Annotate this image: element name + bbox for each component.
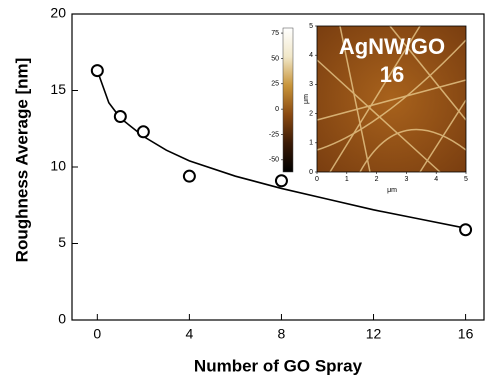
inset-y-tick-label: 0 <box>309 169 313 176</box>
chart: AgNW/GO 16 μm μm Number of GO Spray Roug… <box>0 0 485 376</box>
y-tick-label: 10 <box>50 158 66 174</box>
inset-x-tick-label: 5 <box>464 176 468 183</box>
inset-y-tick-label: 3 <box>309 81 313 88</box>
inset-y-label: μm <box>303 94 310 104</box>
inset-x-tick-label: 1 <box>345 176 349 183</box>
x-tick-label: 4 <box>185 326 193 342</box>
inset-y-tick-label: 5 <box>309 23 313 30</box>
x-axis-label: Number of GO Spray <box>194 356 363 375</box>
inset-y-tick-label: 2 <box>309 110 313 117</box>
x-tick-label: 0 <box>93 326 101 342</box>
x-tick-label: 12 <box>366 326 382 342</box>
colorbar-tick-label: 0 <box>275 106 279 113</box>
inset-x-tick-label: 4 <box>434 176 438 183</box>
x-tick-label: 16 <box>458 326 474 342</box>
y-tick-label: 20 <box>50 5 66 21</box>
y-tick-label: 15 <box>50 81 66 97</box>
page: {"chart_data": {"type": "scatter", "xlab… <box>0 0 485 376</box>
inset-x-tick-label: 0 <box>315 176 319 183</box>
data-point <box>460 224 471 235</box>
data-point <box>184 171 195 182</box>
data-point <box>115 111 126 122</box>
y-tick-label: 5 <box>58 234 66 250</box>
colorbar-tick-label: 75 <box>271 30 279 37</box>
inset-x-tick-label: 3 <box>404 176 408 183</box>
inset-x-tick-label: 2 <box>375 176 379 183</box>
inset-label: AgNW/GO <box>339 34 445 59</box>
x-tick-label: 8 <box>278 326 286 342</box>
y-tick-label: 0 <box>58 311 66 327</box>
inset-x-label: μm <box>387 187 397 194</box>
data-point <box>92 65 103 76</box>
colorbar-tick-label: -50 <box>269 157 279 164</box>
colorbar-tick-label: 25 <box>271 81 279 88</box>
inset-y-tick-label: 1 <box>309 140 313 147</box>
inset-y-tick-label: 4 <box>309 52 313 59</box>
data-point <box>276 175 287 186</box>
inset-label: 16 <box>380 62 404 87</box>
y-axis-label: Roughness Average [nm] <box>12 58 31 263</box>
colorbar-tick-label: 50 <box>271 55 279 62</box>
colorbar-tick-label: -25 <box>269 131 279 138</box>
data-point <box>138 126 149 137</box>
